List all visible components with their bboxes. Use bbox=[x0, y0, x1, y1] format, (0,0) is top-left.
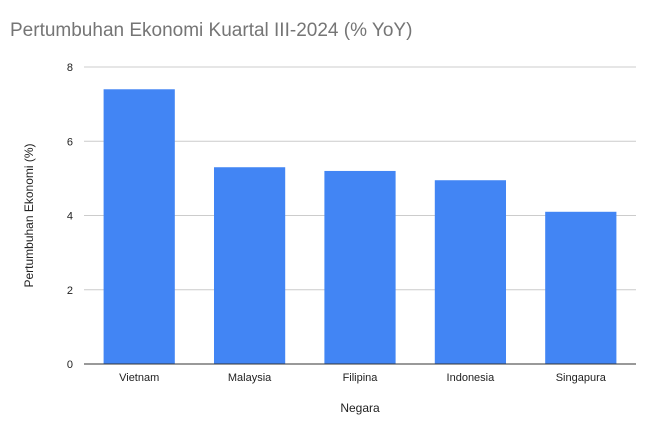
y-tick-label: 2 bbox=[67, 285, 73, 297]
y-axis-title: Pertumbuhan Ekonomi (%) bbox=[22, 143, 36, 287]
x-tick-label: Filipina bbox=[343, 372, 379, 384]
bar-singapura[interactable] bbox=[545, 211, 617, 364]
bar-filipina[interactable] bbox=[324, 170, 396, 364]
y-tick-label: 0 bbox=[67, 359, 73, 371]
y-tick-label: 6 bbox=[67, 136, 73, 148]
bar-malaysia[interactable] bbox=[213, 167, 286, 364]
x-axis-title: Negara bbox=[340, 401, 380, 415]
chart-title: Pertumbuhan Ekonomi Kuartal III-2024 (% … bbox=[10, 20, 413, 41]
bar-vietnam[interactable] bbox=[103, 89, 175, 365]
bar-indonesia[interactable] bbox=[434, 180, 507, 364]
x-tick-label: Singapura bbox=[556, 372, 607, 384]
x-tick-label: Indonesia bbox=[447, 372, 496, 384]
x-tick-label: Vietnam bbox=[119, 372, 159, 384]
y-tick-label: 8 bbox=[67, 62, 73, 74]
y-tick-label: 4 bbox=[67, 211, 73, 223]
x-tick-label: Malaysia bbox=[228, 372, 272, 384]
